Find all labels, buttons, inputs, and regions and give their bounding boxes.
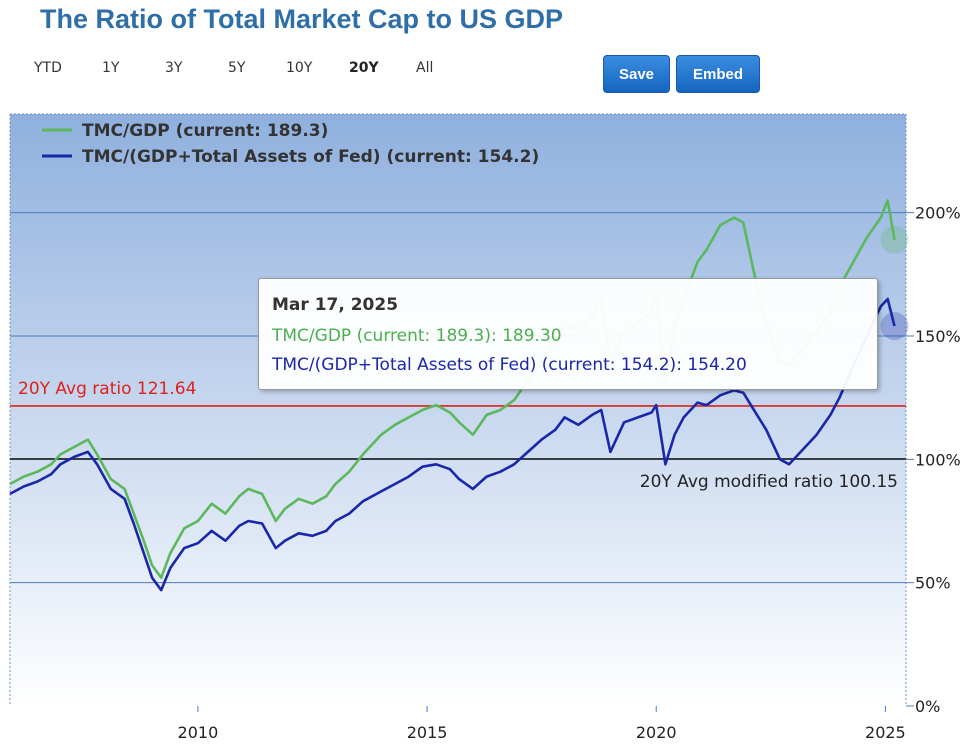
- y-tick-label: 100%: [915, 450, 961, 469]
- reference-line-label: 20Y Avg ratio 121.64: [18, 379, 196, 399]
- series-line-tmc-fed[interactable]: [9, 297, 896, 592]
- legend-label-tmc-fed[interactable]: TMC/(GDP+Total Assets of Fed) (current: …: [82, 147, 539, 167]
- y-tick-label: 0%: [915, 697, 940, 716]
- x-tick-label: 2025: [865, 723, 906, 742]
- chart-title: The Ratio of Total Market Cap to US GDP: [40, 4, 564, 34]
- tooltip: Mar 17, 2025 TMC/GDP (current: 189.3): 1…: [258, 278, 878, 390]
- range-ytd[interactable]: YTD: [34, 60, 62, 76]
- save-button[interactable]: Save: [603, 55, 670, 93]
- y-tick-label: 50%: [915, 574, 951, 593]
- plot-area: [10, 114, 906, 706]
- y-tick-label: 150%: [915, 327, 961, 346]
- range-20y[interactable]: 20Y: [349, 60, 379, 76]
- range-3y[interactable]: 3Y: [165, 60, 183, 76]
- x-tick-label: 2010: [178, 723, 219, 742]
- hover-marker-tmc-gdp: [880, 225, 909, 254]
- embed-button[interactable]: Embed: [676, 55, 760, 93]
- range-all[interactable]: All: [416, 60, 434, 76]
- x-tick-label: 2020: [636, 723, 677, 742]
- range-10y[interactable]: 10Y: [286, 60, 313, 76]
- legend-label-tmc-gdp[interactable]: TMC/GDP (current: 189.3): [82, 121, 328, 141]
- x-tick-label: 2015: [407, 723, 448, 742]
- range-5y[interactable]: 5Y: [228, 60, 246, 76]
- range-1y[interactable]: 1Y: [102, 60, 120, 76]
- y-tick-label: 200%: [915, 204, 961, 223]
- reference-line-label: 20Y Avg modified ratio 100.15: [640, 472, 898, 492]
- tooltip-tmc-fed: TMC/(GDP+Total Assets of Fed) (current: …: [272, 355, 747, 375]
- tooltip-tmc-gdp: TMC/GDP (current: 189.3): 189.30: [272, 326, 562, 346]
- tooltip-date: Mar 17, 2025: [272, 295, 399, 315]
- series-line-tmc-gdp[interactable]: [9, 199, 896, 579]
- hover-marker-tmc-fed: [880, 312, 909, 341]
